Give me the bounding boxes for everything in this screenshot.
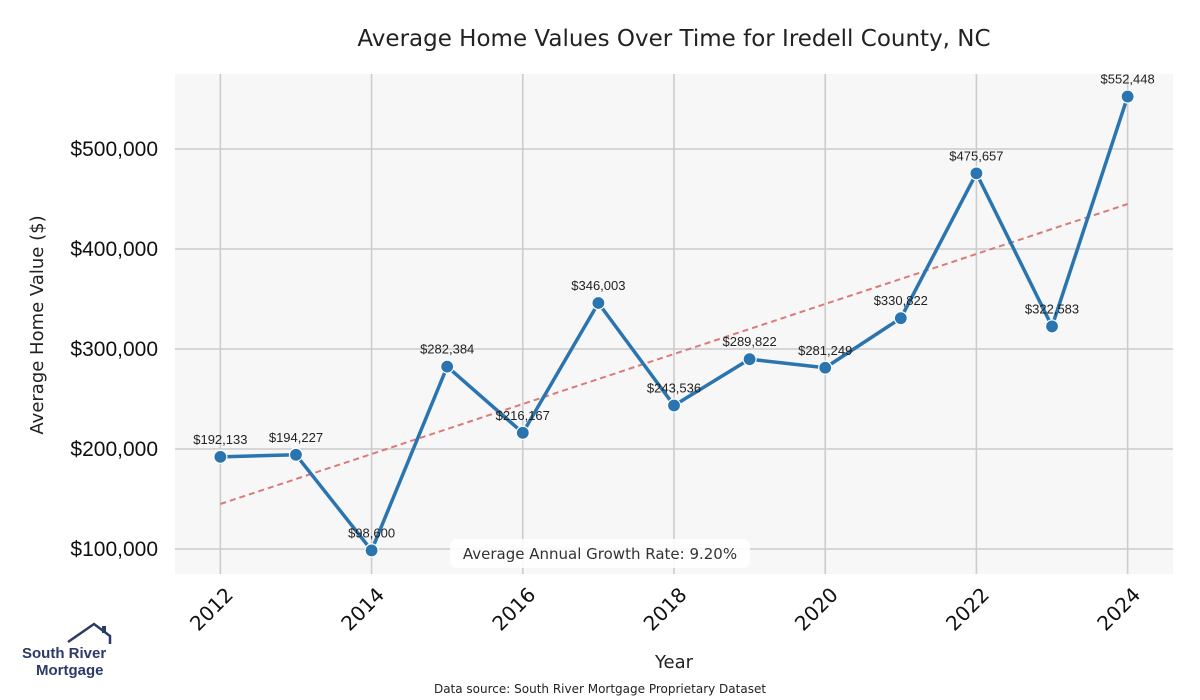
data-label: $289,822	[722, 334, 776, 349]
data-label: $282,384	[420, 342, 474, 357]
x-tick-label: 2014	[336, 583, 389, 636]
y-tick-label: $100,000	[70, 538, 158, 561]
data-point	[818, 360, 833, 375]
data-label: $552,448	[1101, 72, 1155, 87]
y-axis-ticks: $100,000 $200,000 $300,000 $400,000 $500,000	[70, 138, 158, 561]
x-axis-ticks: 2012 2014 2016 2018 2020 2022 2024	[185, 583, 1145, 636]
x-tick-label: 2024	[1092, 583, 1145, 636]
data-label: $346,003	[571, 278, 625, 293]
data-point	[1044, 319, 1060, 334]
x-tick-label: 2022	[941, 583, 994, 636]
grid-lines	[175, 74, 1173, 574]
logo-line-1: South River	[22, 645, 106, 662]
annotation-text: Average Annual Growth Rate: 9.20%	[463, 545, 737, 563]
data-label: $194,227	[269, 430, 323, 445]
data-point	[364, 543, 379, 558]
south-river-mortgage-logo: South River Mortgage	[22, 622, 112, 679]
x-tick-label: 2012	[185, 583, 238, 636]
data-points	[213, 89, 1135, 558]
annotation-box	[450, 539, 750, 568]
y-tick-label: $300,000	[70, 338, 158, 361]
x-tick-label: 2016	[487, 583, 540, 636]
data-point	[893, 311, 908, 326]
data-labels: $192,133 $194,227 $98,600 $282,384 $216,167 $…	[193, 72, 1155, 541]
data-label: $281,249	[798, 343, 852, 358]
data-point	[591, 295, 606, 311]
data-point	[742, 352, 757, 367]
data-point	[213, 449, 228, 464]
data-label: $330,822	[874, 293, 928, 308]
data-point	[440, 359, 455, 374]
house-roof-icon	[67, 622, 112, 644]
data-label: $98,600	[348, 525, 395, 540]
data-label: $216,167	[496, 408, 550, 423]
chart-title: Average Home Values Over Time for Iredel…	[357, 26, 990, 52]
data-point	[969, 166, 984, 181]
x-tick-label: 2020	[790, 583, 843, 636]
y-tick-label: $400,000	[70, 238, 158, 261]
x-axis-label: Year	[654, 652, 694, 673]
data-label: $322,583	[1025, 301, 1079, 316]
logo-line-2: Mortgage	[36, 662, 104, 679]
data-label: $243,536	[647, 380, 701, 395]
data-label: $475,657	[949, 148, 1003, 163]
y-axis-label: Average Home Value ($)	[27, 215, 48, 434]
x-tick-label: 2018	[639, 583, 692, 636]
data-point	[666, 398, 682, 413]
growth-rate-annotation: Average Annual Growth Rate: 9.20%	[450, 539, 750, 568]
data-point	[288, 447, 304, 462]
y-tick-label: $200,000	[70, 438, 158, 461]
data-label: $192,133	[193, 432, 247, 447]
data-point	[515, 425, 530, 440]
data-source-note: Data source: South River Mortgage Propri…	[434, 682, 766, 696]
data-point	[1120, 89, 1135, 104]
y-tick-label: $500,000	[70, 138, 158, 161]
